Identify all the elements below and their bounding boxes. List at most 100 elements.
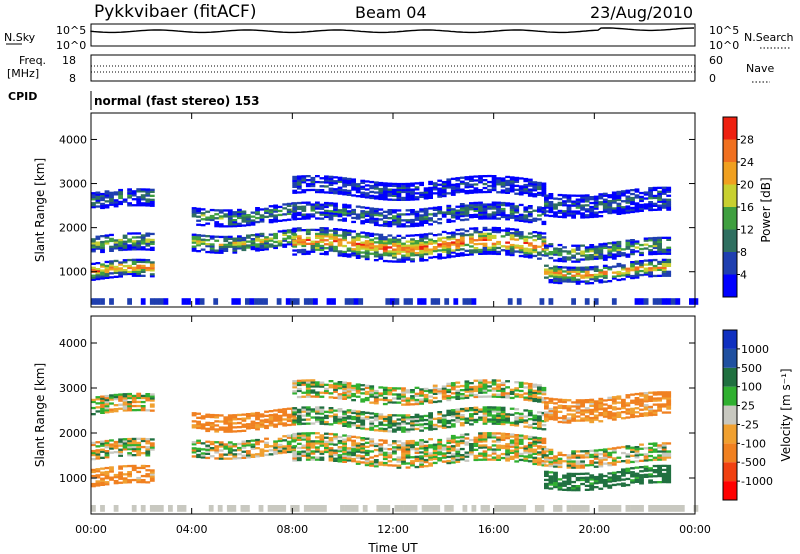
heatmap-cell	[487, 385, 492, 388]
heatmap-cell	[611, 459, 617, 462]
heatmap-cell	[505, 179, 510, 183]
heatmap-cell	[652, 448, 658, 451]
heatmap-cell	[593, 475, 599, 479]
heatmap-cell	[437, 453, 443, 456]
heatmap-cell	[328, 229, 334, 232]
heatmap-cell	[95, 398, 101, 401]
heatmap-cell	[639, 394, 644, 397]
heatmap-cell	[423, 187, 429, 190]
heatmap-cell	[423, 450, 429, 454]
heatmap-cell	[532, 248, 538, 252]
heatmap-cell	[127, 232, 132, 235]
heatmap-cell	[648, 206, 653, 210]
heatmap-cell	[630, 263, 635, 266]
heatmap-cell	[518, 213, 524, 216]
heatmap-cell	[382, 259, 388, 263]
heatmap-cell	[625, 396, 631, 399]
heatmap-cell	[255, 447, 260, 450]
colorbar-swatch	[723, 162, 737, 185]
heatmap-cell	[455, 240, 461, 244]
heatmap-cell	[652, 399, 658, 402]
heatmap-cell	[575, 450, 581, 453]
heatmap-cell	[518, 385, 524, 388]
heatmap-cell	[196, 238, 201, 241]
heatmap-cell	[259, 220, 265, 223]
heatmap-cell	[355, 446, 361, 449]
heatmap-cell	[450, 220, 456, 223]
heatmap-cell	[455, 242, 461, 246]
heatmap-cell	[450, 231, 456, 234]
heatmap-cell	[140, 202, 146, 205]
heatmap-cell	[441, 240, 447, 243]
heatmap-cell	[255, 235, 260, 238]
heatmap-cell	[401, 254, 406, 257]
heatmap-cell	[593, 451, 599, 454]
heatmap-cell	[310, 205, 316, 208]
heatmap-cell	[218, 225, 224, 228]
heatmap-cell	[405, 198, 411, 201]
heatmap-cell	[91, 443, 96, 447]
heatmap-cell	[478, 387, 483, 390]
heatmap-cell	[255, 426, 260, 429]
heatmap-cell	[241, 212, 247, 215]
heatmap-cell	[315, 232, 320, 236]
heatmap-cell	[557, 259, 563, 263]
heatmap-cell	[491, 448, 497, 451]
heatmap-cell	[259, 238, 265, 242]
heatmap-cell	[328, 441, 334, 444]
heatmap-cell	[232, 241, 238, 244]
heatmap-cell	[109, 466, 114, 469]
heatmap-cell	[333, 192, 338, 195]
heatmap-cell	[296, 446, 302, 450]
heatmap-cell	[387, 430, 393, 433]
heatmap-cell	[241, 218, 247, 221]
heatmap-cell	[414, 419, 420, 422]
heatmap-cell	[405, 446, 411, 449]
heatmap-cell	[282, 233, 288, 236]
heatmap-cell	[518, 452, 524, 456]
heatmap-cell	[378, 445, 384, 448]
heatmap-cell	[237, 243, 242, 246]
heatmap-cell	[268, 243, 274, 246]
heatmap-cell	[364, 218, 370, 221]
heatmap-cell	[100, 275, 105, 278]
heatmap-cell	[598, 459, 604, 462]
heatmap-cell	[616, 240, 622, 244]
heatmap-cell	[598, 405, 604, 409]
heatmap-cell	[593, 201, 599, 204]
heatmap-cell	[346, 423, 352, 426]
heatmap-cell	[276, 505, 282, 512]
heatmap-cell	[136, 232, 142, 235]
heatmap-cell	[342, 410, 347, 413]
heatmap-cell	[575, 472, 581, 476]
heatmap-cell	[405, 430, 411, 433]
heatmap-cell	[639, 260, 644, 263]
heatmap-cell	[319, 234, 325, 238]
heatmap-cell	[625, 245, 631, 248]
heatmap-cell	[118, 238, 123, 242]
heatmap-cell	[100, 456, 105, 459]
heatmap-cell	[537, 193, 542, 196]
heatmap-cell	[292, 459, 298, 462]
heatmap-cell	[301, 229, 307, 232]
heatmap-cell	[264, 420, 269, 424]
heatmap-cell	[145, 473, 151, 476]
heatmap-cell	[122, 234, 128, 237]
heatmap-cell	[315, 246, 320, 249]
heatmap-cell	[396, 242, 402, 245]
heatmap-cell	[410, 222, 415, 226]
heatmap-cell	[333, 210, 338, 213]
heatmap-cell	[580, 204, 585, 207]
heatmap-cell	[405, 234, 411, 237]
heatmap-cell	[319, 408, 325, 411]
heatmap-cell	[487, 412, 492, 415]
heatmap-cell	[473, 201, 479, 205]
heatmap-cell	[423, 253, 429, 256]
heatmap-cell	[607, 412, 613, 416]
heatmap-cell	[478, 205, 483, 208]
heatmap-cell	[423, 191, 429, 194]
heatmap-cell	[482, 232, 488, 235]
heatmap-cell	[518, 393, 524, 397]
heatmap-cell	[450, 457, 456, 460]
colorbar-swatch	[723, 274, 737, 297]
